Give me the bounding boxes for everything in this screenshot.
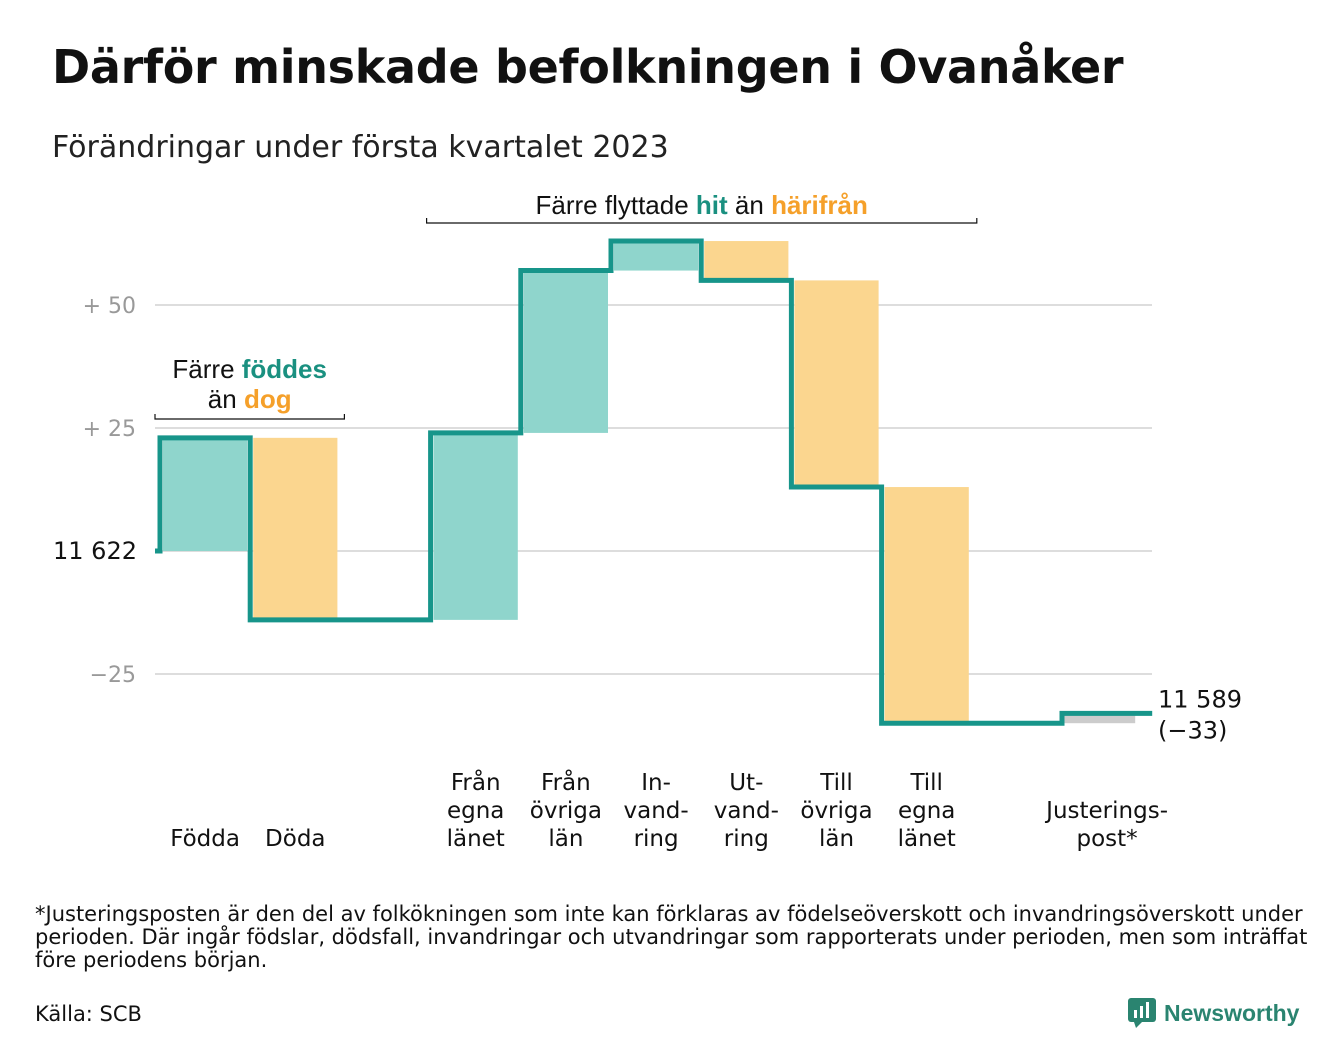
annotation-text: Färre flyttade <box>536 190 696 220</box>
footnote: *Justeringsposten är den del av folkökni… <box>35 902 1308 972</box>
newsworthy-logo: Newsworthy <box>1128 998 1299 1028</box>
annotation-text: än <box>728 190 771 220</box>
migration-bracket <box>426 218 978 224</box>
annotation-text: än <box>208 384 244 414</box>
annotation-text: föddes <box>242 354 327 384</box>
y-tick-label: −25 <box>90 663 136 688</box>
bar-fodda <box>163 437 248 551</box>
bar-doda <box>253 437 338 620</box>
category-label-justeringspost: post* <box>1077 826 1138 852</box>
bar-chart-icon <box>1128 998 1156 1028</box>
cumulative-step-line <box>155 238 1153 726</box>
bar-utvandring <box>704 241 789 281</box>
category-label-justeringspost: Justerings- <box>1044 798 1168 824</box>
migration-annotation-line: Färre flyttade hit än härifrån <box>536 190 868 220</box>
births-annotation-line: än dog <box>208 384 292 414</box>
start-value-label: 11 622 <box>53 537 137 565</box>
category-label-fran-egna-lanet: egna <box>447 798 504 824</box>
bar-till-egna-lanet <box>884 487 969 724</box>
bar-invandring <box>614 241 699 271</box>
category-label-utvandring: vand- <box>714 798 779 824</box>
annotation-text: Färre <box>172 354 241 384</box>
category-label-utvandring: Ut- <box>729 770 763 796</box>
category-label-fran-ovriga-lan: län <box>548 826 583 852</box>
bar-fran-egna-lanet <box>433 432 518 620</box>
annotation-text: dog <box>244 384 292 414</box>
births-bracket <box>154 414 345 420</box>
category-label-invandring: vand- <box>624 798 689 824</box>
category-label-till-ovriga-lan: övriga <box>800 798 872 824</box>
category-label-fran-egna-lanet: länet <box>447 826 505 852</box>
y-tick-label: + 50 <box>83 294 136 319</box>
bar-fran-ovriga-lan <box>523 270 608 433</box>
annotation-text: hit <box>696 190 728 220</box>
births-annotation-line: Färre föddes <box>172 354 327 384</box>
category-label-fran-egna-lanet: Från <box>451 768 501 796</box>
category-label-till-ovriga-lan: län <box>819 826 854 852</box>
page-subtitle: Förändringar under första kvartalet 2023 <box>52 130 669 165</box>
category-label-doda: Döda <box>265 826 325 852</box>
bar-justeringspost <box>1063 713 1136 724</box>
annotation-text: härifrån <box>771 190 868 220</box>
category-label-utvandring: ring <box>724 826 769 852</box>
category-label-invandring: ring <box>634 826 679 852</box>
end-change-label: (−33) <box>1158 716 1227 744</box>
bar-till-ovriga-lan <box>794 280 879 488</box>
category-label-invandring: In- <box>641 770 671 796</box>
y-tick-label: + 25 <box>83 417 136 442</box>
category-label-fodda: Födda <box>170 826 240 852</box>
category-label-till-egna-lanet: Till <box>909 770 943 796</box>
category-label-fran-ovriga-lan: övriga <box>530 798 602 824</box>
page-title: Därför minskade befolkningen i Ovanåker <box>52 40 1124 94</box>
category-label-till-ovriga-lan: Till <box>819 770 853 796</box>
category-label-till-egna-lanet: egna <box>898 798 955 824</box>
logo-text: Newsworthy <box>1164 999 1300 1026</box>
category-label-fran-ovriga-lan: Från <box>541 768 591 796</box>
source-label: Källa: SCB <box>35 1002 142 1026</box>
end-value-label: 11 589 <box>1158 685 1242 713</box>
category-label-till-egna-lanet: länet <box>898 826 956 852</box>
